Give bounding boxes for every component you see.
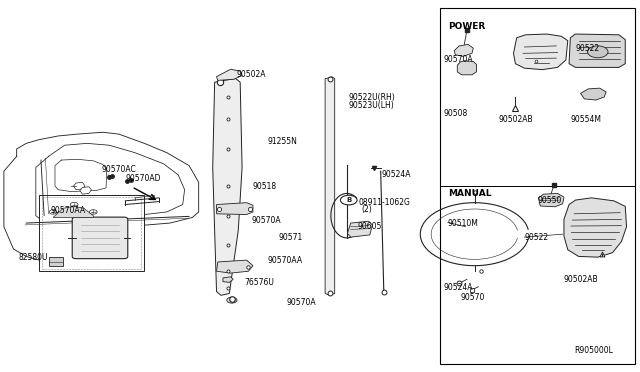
- Polygon shape: [223, 277, 233, 282]
- Text: 90570AA: 90570AA: [51, 206, 86, 215]
- Text: 91255N: 91255N: [268, 137, 298, 146]
- Bar: [42, 197, 141, 269]
- Text: 76576U: 76576U: [244, 278, 275, 287]
- Circle shape: [340, 195, 357, 205]
- Text: 90570A: 90570A: [287, 298, 316, 307]
- Text: 90524A: 90524A: [444, 283, 474, 292]
- Polygon shape: [216, 260, 253, 273]
- Polygon shape: [49, 257, 63, 266]
- Text: 90524A: 90524A: [381, 170, 411, 179]
- Text: 90570AC: 90570AC: [102, 165, 136, 174]
- Text: 90502AB: 90502AB: [564, 275, 598, 284]
- Polygon shape: [348, 221, 372, 237]
- Text: 82580U: 82580U: [19, 253, 48, 262]
- Text: 90502A: 90502A: [237, 70, 266, 79]
- Text: 90510M: 90510M: [448, 219, 479, 228]
- Text: 90522: 90522: [524, 233, 548, 243]
- Text: 90570AA: 90570AA: [268, 256, 303, 265]
- Text: (2): (2): [362, 205, 372, 214]
- Text: 90570: 90570: [461, 294, 485, 302]
- Text: 90570A: 90570A: [251, 216, 281, 225]
- Text: 90522: 90522: [575, 44, 600, 53]
- Polygon shape: [538, 193, 564, 207]
- Text: 90502AB: 90502AB: [499, 115, 533, 124]
- Circle shape: [49, 210, 57, 214]
- Text: 90518: 90518: [253, 182, 277, 190]
- Text: 90523U(LH): 90523U(LH): [349, 101, 394, 110]
- Text: B: B: [346, 197, 351, 203]
- Polygon shape: [80, 187, 92, 194]
- Text: 90508: 90508: [444, 109, 468, 118]
- Polygon shape: [569, 34, 625, 67]
- Polygon shape: [564, 198, 627, 257]
- Text: 08911-1062G: 08911-1062G: [358, 198, 410, 207]
- Text: 90570A: 90570A: [444, 55, 474, 64]
- Text: MANUAL: MANUAL: [448, 189, 492, 198]
- Bar: [440, 8, 635, 364]
- Polygon shape: [53, 206, 93, 218]
- Polygon shape: [454, 44, 473, 56]
- Text: R905000L: R905000L: [574, 346, 613, 355]
- Text: 90554M: 90554M: [570, 115, 602, 124]
- Polygon shape: [325, 77, 335, 295]
- Polygon shape: [458, 61, 476, 75]
- Circle shape: [227, 297, 237, 303]
- Polygon shape: [580, 88, 606, 100]
- Polygon shape: [212, 78, 242, 295]
- Text: POWER: POWER: [448, 22, 485, 31]
- Polygon shape: [74, 182, 85, 190]
- Circle shape: [588, 46, 608, 58]
- Text: 90571: 90571: [278, 232, 303, 242]
- Circle shape: [90, 210, 97, 214]
- Bar: [39, 195, 145, 271]
- Text: 90522U(RH): 90522U(RH): [349, 93, 396, 102]
- Polygon shape: [216, 69, 242, 80]
- FancyBboxPatch shape: [72, 217, 128, 259]
- Text: 90550: 90550: [537, 196, 561, 205]
- Polygon shape: [513, 34, 568, 70]
- Text: 90570AD: 90570AD: [125, 174, 161, 183]
- Polygon shape: [216, 203, 253, 215]
- Circle shape: [70, 202, 78, 207]
- Text: 90605: 90605: [357, 222, 381, 231]
